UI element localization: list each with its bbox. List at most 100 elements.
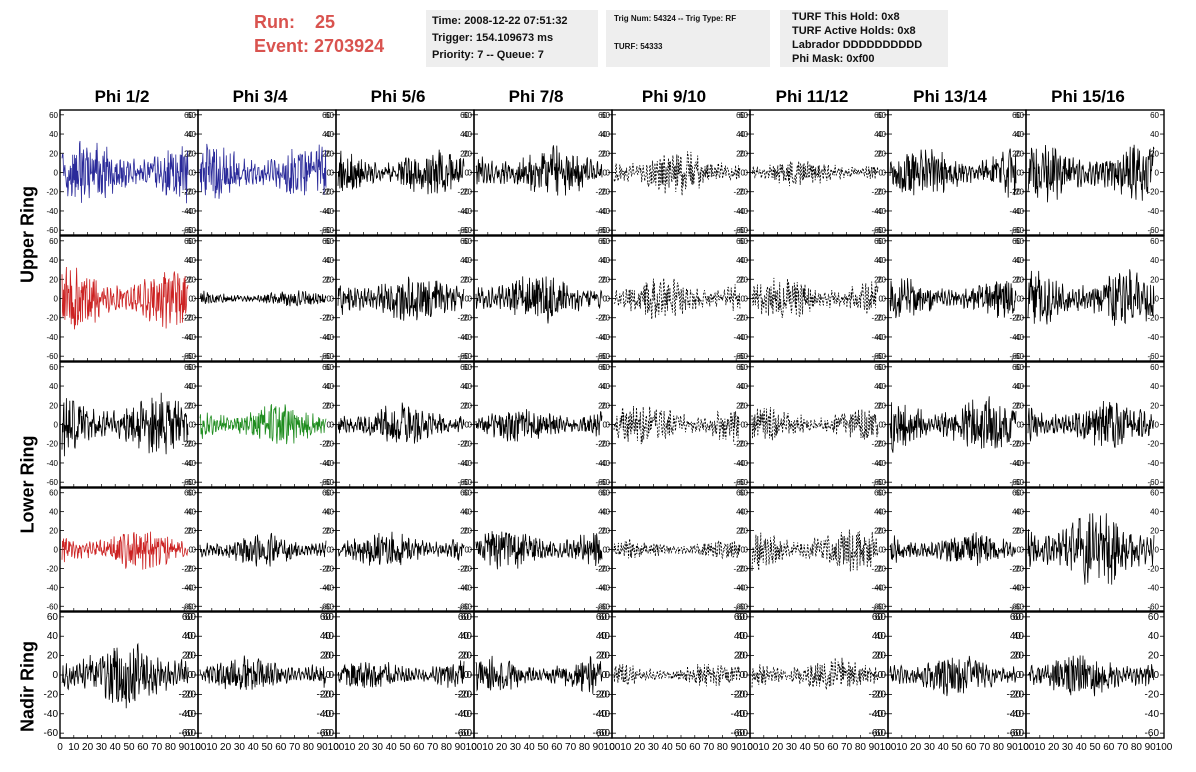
column-label-phi-1-2: Phi 1/2 <box>94 87 150 106</box>
x-tick-label: 70 <box>151 742 163 753</box>
y-tick-label: 40 <box>1150 508 1159 517</box>
y-tick-label: 20 <box>598 149 607 158</box>
y-tick-label: 40 <box>872 631 884 642</box>
y-tick-label: 60 <box>736 363 745 372</box>
y-tick-label: 20 <box>601 401 610 410</box>
y-tick-label: -60 <box>319 478 331 487</box>
y-tick-label: 20 <box>1015 149 1024 158</box>
y-tick-label: -40 <box>874 583 886 592</box>
y-tick-label: 20 <box>596 651 608 662</box>
y-tick-label: -20 <box>1009 314 1021 323</box>
y-tick-label: -20 <box>460 314 472 323</box>
y-tick-label: -60 <box>322 352 334 361</box>
x-tick-label: 90 <box>455 742 467 753</box>
y-tick-label: 0 <box>1155 169 1160 178</box>
y-tick-label: -60 <box>319 226 331 235</box>
y-tick-label: 0 <box>465 421 470 430</box>
x-tick-label: 90 <box>593 742 605 753</box>
y-tick-label: -60 <box>1009 226 1021 235</box>
y-tick-label: 0 <box>54 546 59 555</box>
y-tick-label: 0 <box>468 169 473 178</box>
y-tick-label: -60 <box>595 602 607 611</box>
y-tick-label: -60 <box>736 478 748 487</box>
y-tick-label: 0 <box>1155 295 1160 304</box>
y-tick-label: -40 <box>319 207 331 216</box>
y-tick-label: 60 <box>187 111 196 120</box>
x-tick-label: 90 <box>1007 742 1019 753</box>
waveform-trace <box>613 278 741 320</box>
x-tick-label: 30 <box>924 742 936 753</box>
y-tick-label: 40 <box>322 130 331 139</box>
turf-hold-line: TURF This Hold: 0x8 <box>792 11 900 23</box>
y-tick-label: 20 <box>1012 527 1021 536</box>
y-tick-label: -60 <box>184 352 196 361</box>
y-tick-label: -20 <box>1012 440 1024 449</box>
y-tick-label: -40 <box>457 459 469 468</box>
y-tick-label: 20 <box>1015 527 1024 536</box>
x-tick-label: 50 <box>399 742 411 753</box>
y-tick-label: 60 <box>463 363 472 372</box>
x-tick-label: 30 <box>510 742 522 753</box>
y-tick-label: 0 <box>603 546 608 555</box>
y-tick-label: -60 <box>731 728 746 739</box>
y-tick-label: -60 <box>1010 728 1025 739</box>
y-tick-label: 60 <box>49 363 58 372</box>
y-tick-label: -20 <box>1012 564 1024 573</box>
y-tick-label: -20 <box>179 689 194 700</box>
waveform-trace <box>889 396 1017 453</box>
y-tick-label: 40 <box>460 130 469 139</box>
y-tick-label: -60 <box>1012 352 1024 361</box>
x-tick-label: 80 <box>855 742 867 753</box>
y-tick-label: 20 <box>601 527 610 536</box>
y-tick-label: 60 <box>47 612 59 623</box>
x-tick-label: 20 <box>910 742 922 753</box>
y-tick-label: 20 <box>1013 651 1025 662</box>
y-tick-label: -60 <box>871 352 883 361</box>
y-tick-label: 0 <box>877 670 883 681</box>
y-tick-label: -20 <box>593 689 608 700</box>
y-tick-label: 20 <box>877 275 886 284</box>
y-tick-label: 0 <box>330 421 335 430</box>
waveform-trace <box>475 276 603 324</box>
waveform-trace <box>61 140 189 204</box>
waveform-trace <box>475 655 603 694</box>
y-tick-label: 20 <box>739 401 748 410</box>
y-tick-label: -20 <box>869 689 884 700</box>
y-tick-label: 40 <box>458 631 470 642</box>
y-tick-label: -20 <box>46 440 58 449</box>
y-tick-label: 0 <box>882 546 887 555</box>
time-info-box: Time: 2008-12-22 07:51:32 Trigger: 154.1… <box>426 10 598 67</box>
y-tick-label: 60 <box>739 363 748 372</box>
x-tick-label: 10 <box>344 742 356 753</box>
y-tick-label: 20 <box>463 149 472 158</box>
y-tick-label: -20 <box>874 564 886 573</box>
y-tick-label: 60 <box>49 489 58 498</box>
y-tick-label: 20 <box>325 275 334 284</box>
y-tick-label: 20 <box>47 651 59 662</box>
y-tick-label: 60 <box>1015 489 1024 498</box>
y-tick-label: 20 <box>734 651 746 662</box>
y-tick-label: -40 <box>595 207 607 216</box>
x-tick-label: 50 <box>951 742 963 753</box>
y-tick-label: 20 <box>463 527 472 536</box>
y-tick-label: 40 <box>736 256 745 265</box>
x-tick-label: 30 <box>1062 742 1074 753</box>
x-tick-label: 80 <box>303 742 315 753</box>
y-tick-label: 0 <box>327 295 332 304</box>
y-tick-label: 0 <box>468 295 473 304</box>
y-tick-label: 60 <box>187 489 196 498</box>
y-tick-label: -40 <box>733 583 745 592</box>
y-tick-label: 40 <box>601 256 610 265</box>
x-tick-label: 30 <box>234 742 246 753</box>
y-tick-label: 0 <box>604 670 610 681</box>
x-tick-label: 80 <box>1131 742 1143 753</box>
y-tick-label: 20 <box>49 149 58 158</box>
y-tick-label: -20 <box>598 314 610 323</box>
y-tick-label: 20 <box>874 275 883 284</box>
y-tick-label: -20 <box>322 188 334 197</box>
y-tick-label: -20 <box>595 564 607 573</box>
turf-info-box: TURF This Hold: 0x8 TURF Active Holds: 0… <box>780 10 948 67</box>
y-tick-label: -60 <box>874 478 886 487</box>
y-tick-label: 60 <box>874 363 883 372</box>
y-tick-label: -60 <box>871 602 883 611</box>
